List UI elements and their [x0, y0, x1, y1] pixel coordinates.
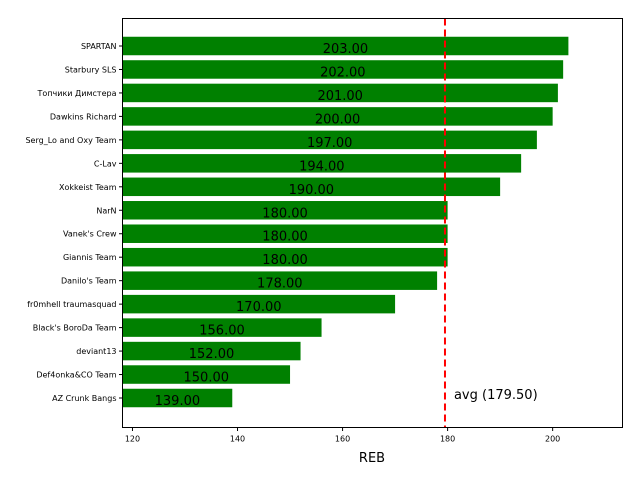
bar-value-label: 139.00	[155, 394, 201, 409]
bar-value-label: 152.00	[189, 347, 235, 362]
y-tick-label: C-Lav	[94, 159, 117, 168]
bar	[122, 271, 438, 290]
x-tick-label: 180	[440, 435, 455, 444]
bar-value-label: 180.00	[262, 253, 308, 268]
y-tick-label: Xokkeist Team	[59, 183, 117, 192]
y-tick-label: Serg_Lo and Oxy Team	[25, 136, 116, 145]
bar-value-label: 180.00	[262, 230, 308, 245]
bar-value-label: 203.00	[323, 42, 369, 57]
bar	[122, 36, 569, 56]
bar-value-label: 194.00	[299, 159, 345, 174]
bar	[122, 318, 322, 337]
y-tick-label: SPARTAN	[81, 42, 117, 51]
average-label: avg (179.50)	[454, 388, 538, 403]
y-tick-label: Топчики Димстера	[37, 89, 117, 98]
x-tick-label: 140	[230, 435, 245, 444]
y-tick-label: Starbury SLS	[65, 65, 117, 74]
bar	[122, 154, 522, 173]
y-tick-label: Dawkins Richard	[50, 112, 117, 121]
x-tick-label: 120	[125, 435, 140, 444]
bar-value-label: 200.00	[315, 112, 361, 127]
y-tick-label: Black's BoroDa Team	[33, 324, 117, 333]
x-tick-label: 200	[545, 435, 560, 444]
bar	[122, 341, 301, 361]
bar	[122, 60, 564, 79]
bar-value-label: 156.00	[199, 324, 245, 339]
y-tick-label: NarN	[96, 206, 116, 215]
bar-value-label: 150.00	[184, 371, 230, 386]
plot-frame	[122, 18, 623, 428]
y-tick-label: deviant13	[76, 347, 116, 356]
x-axis-label: REB	[359, 451, 385, 466]
bar	[122, 294, 396, 314]
bar	[122, 365, 291, 384]
bar	[122, 224, 448, 243]
y-tick-label: Def4onka&CO Team	[36, 371, 116, 380]
y-tick-label: Vanek's Crew	[63, 230, 117, 239]
y-tick-label: fr0mhell traumasquad	[27, 300, 116, 309]
bar	[122, 83, 558, 103]
y-tick-label: AZ Crunk Bangs	[52, 394, 116, 403]
bar	[122, 177, 501, 197]
bar-value-label: 202.00	[320, 65, 366, 80]
bar	[122, 130, 537, 150]
y-tick-label: Danilo's Team	[61, 277, 117, 286]
x-tick-label: 160	[335, 435, 350, 444]
bar-value-label: 197.00	[307, 136, 353, 151]
bar	[122, 388, 233, 408]
bar-value-label: 170.00	[236, 300, 282, 315]
bar-value-label: 190.00	[289, 183, 335, 198]
bar-value-label: 180.00	[262, 206, 308, 221]
bar-value-label: 201.00	[317, 89, 363, 104]
bar-value-label: 178.00	[257, 277, 303, 292]
bar	[122, 247, 448, 267]
bar	[122, 201, 448, 220]
y-tick-label: Giannis Team	[63, 253, 117, 262]
